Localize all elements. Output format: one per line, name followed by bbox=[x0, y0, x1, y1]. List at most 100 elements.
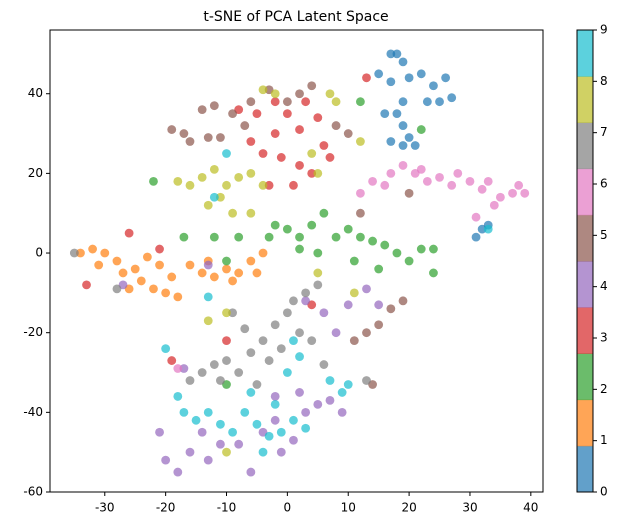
point bbox=[252, 268, 262, 278]
point bbox=[429, 244, 438, 254]
point bbox=[307, 336, 317, 346]
point bbox=[386, 168, 396, 178]
point bbox=[404, 256, 414, 266]
point bbox=[100, 248, 110, 258]
point bbox=[228, 427, 237, 437]
y-tick-label: -60 bbox=[23, 485, 43, 499]
point bbox=[258, 447, 268, 457]
point bbox=[404, 188, 414, 198]
point bbox=[386, 137, 396, 146]
point bbox=[222, 336, 231, 346]
point bbox=[282, 109, 292, 119]
point bbox=[313, 168, 323, 178]
point bbox=[167, 272, 177, 282]
point bbox=[471, 212, 481, 222]
point bbox=[197, 172, 207, 182]
point bbox=[264, 180, 274, 190]
colorbar-tick-label: 7 bbox=[600, 125, 608, 139]
colorbar-tick-label: 6 bbox=[600, 177, 608, 191]
point bbox=[362, 73, 371, 83]
point bbox=[270, 220, 280, 230]
point bbox=[282, 97, 292, 107]
point bbox=[282, 224, 292, 234]
point bbox=[471, 232, 481, 242]
point bbox=[362, 328, 371, 338]
colorbar-segment bbox=[577, 307, 593, 354]
point bbox=[270, 97, 280, 107]
point bbox=[453, 168, 463, 178]
point bbox=[149, 284, 158, 294]
point bbox=[435, 172, 444, 182]
point bbox=[349, 336, 359, 346]
point bbox=[301, 296, 311, 306]
colorbar-tick-label: 1 bbox=[600, 433, 608, 447]
point bbox=[161, 344, 171, 354]
point bbox=[289, 435, 298, 445]
point bbox=[398, 57, 408, 67]
point bbox=[240, 407, 250, 417]
point bbox=[398, 97, 408, 107]
point bbox=[319, 208, 329, 218]
point bbox=[331, 121, 341, 130]
point bbox=[173, 292, 183, 302]
point bbox=[234, 232, 244, 242]
colorbar-frame bbox=[576, 29, 594, 493]
point bbox=[88, 244, 98, 254]
colorbar-segment bbox=[577, 168, 593, 216]
point bbox=[222, 180, 231, 190]
point bbox=[222, 256, 231, 266]
point bbox=[209, 164, 219, 174]
point bbox=[319, 360, 329, 369]
point bbox=[429, 81, 438, 91]
point bbox=[289, 415, 298, 425]
colorbar-tick-label: 5 bbox=[600, 228, 608, 242]
point bbox=[258, 248, 268, 258]
point bbox=[203, 316, 213, 326]
point bbox=[197, 268, 207, 278]
point bbox=[276, 344, 286, 354]
point bbox=[179, 232, 189, 242]
colorbar-segment bbox=[577, 445, 593, 493]
point bbox=[398, 296, 408, 306]
chart-title: t-SNE of PCA Latent Space bbox=[203, 9, 388, 25]
point bbox=[270, 399, 280, 409]
point bbox=[319, 308, 329, 318]
point bbox=[410, 141, 420, 150]
point bbox=[392, 49, 402, 59]
point bbox=[307, 168, 317, 178]
point bbox=[222, 264, 231, 274]
point bbox=[161, 288, 171, 298]
point bbox=[173, 467, 183, 477]
point bbox=[520, 188, 530, 198]
point bbox=[234, 172, 244, 182]
point bbox=[374, 69, 384, 79]
point bbox=[325, 153, 335, 162]
point bbox=[173, 392, 183, 401]
point bbox=[483, 224, 493, 234]
point bbox=[252, 419, 262, 429]
point bbox=[203, 407, 213, 417]
point bbox=[276, 427, 286, 437]
point bbox=[295, 352, 304, 361]
point bbox=[301, 288, 311, 298]
point bbox=[179, 129, 189, 138]
colorbar-segment bbox=[577, 399, 593, 447]
colorbar-tick-label: 9 bbox=[600, 23, 608, 37]
point bbox=[368, 236, 377, 246]
point bbox=[179, 407, 189, 417]
point bbox=[240, 324, 250, 334]
point bbox=[429, 268, 438, 278]
point bbox=[313, 399, 323, 409]
point bbox=[422, 176, 432, 186]
point bbox=[356, 137, 365, 146]
point bbox=[270, 392, 280, 401]
point bbox=[270, 415, 280, 425]
point bbox=[161, 455, 171, 465]
point bbox=[216, 376, 225, 385]
point bbox=[197, 368, 207, 377]
x-tick-label: 20 bbox=[401, 501, 416, 515]
point bbox=[374, 320, 384, 330]
point bbox=[222, 308, 231, 318]
point bbox=[301, 423, 311, 433]
point bbox=[295, 161, 304, 170]
